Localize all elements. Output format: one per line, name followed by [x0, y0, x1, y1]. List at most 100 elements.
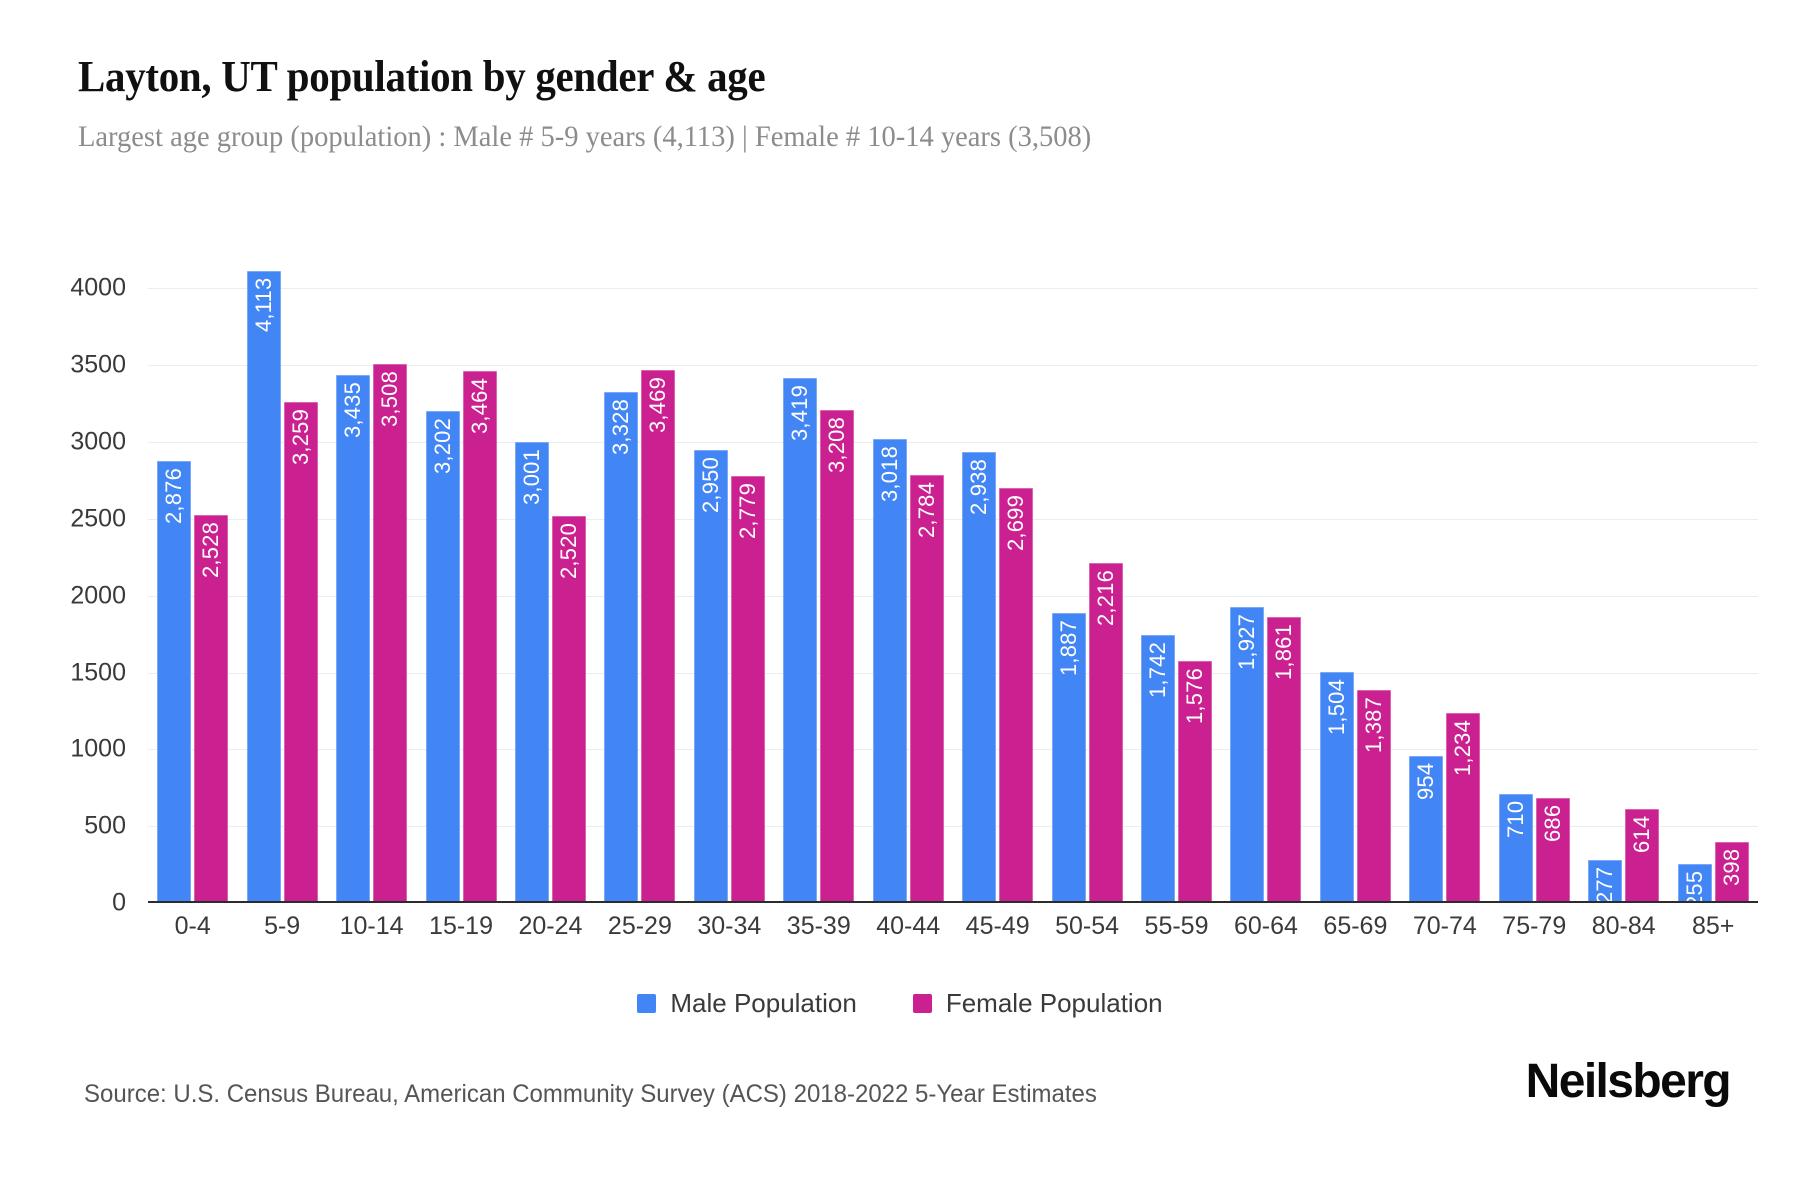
x-tick-label: 35-39 [786, 912, 851, 940]
bar-value-label: 686 [1539, 804, 1565, 842]
bar-male[interactable]: 2,876 [157, 461, 192, 903]
bar-female[interactable]: 2,528 [194, 514, 229, 903]
bar-value-label: 2,779 [734, 482, 760, 540]
legend-label: Female Population [945, 988, 1163, 1018]
legend-label: Male Population [670, 988, 857, 1018]
bar-group: 3,435 3,508 [327, 250, 416, 903]
bar-group: 255 398 [1668, 250, 1757, 908]
x-tick-label: 20-24 [518, 912, 583, 940]
bar-male[interactable]: 255 [1677, 863, 1712, 908]
bar-group: 3,202 3,464 [416, 250, 505, 903]
bar-female[interactable]: 2,520 [551, 515, 586, 903]
bar-group: 3,001 2,520 [506, 250, 595, 903]
bar-male[interactable]: 1,927 [1230, 606, 1265, 903]
bar-group: 4,113 3,259 [237, 250, 326, 903]
gridline [148, 595, 1758, 597]
bar-female[interactable]: 614 [1625, 808, 1660, 903]
bar-male[interactable]: 1,504 [1319, 671, 1354, 903]
bar-group: 954 1,234 [1400, 250, 1489, 903]
y-tick-label: 3500 [70, 350, 126, 379]
gridline [148, 749, 1758, 751]
y-tick-label: 0 [112, 888, 126, 917]
bar-male[interactable]: 3,018 [872, 439, 907, 903]
chart-legend: Male Population Female Population [0, 988, 1800, 1019]
bar-female[interactable]: 398 [1714, 841, 1749, 903]
bar-male[interactable]: 3,328 [604, 391, 639, 903]
bar-male[interactable]: 2,950 [693, 449, 728, 903]
bar-female[interactable]: 3,208 [820, 410, 855, 903]
bar-value-label: 1,742 [1145, 642, 1171, 699]
bar-value-label: 3,464 [466, 377, 492, 434]
bar-value-label: 1,234 [1450, 720, 1476, 777]
chart-header: Layton, UT population by gender & age La… [0, 0, 1800, 155]
bar-male[interactable]: 3,435 [336, 375, 371, 903]
gridline [148, 365, 1758, 367]
bar-female[interactable]: 2,779 [730, 476, 765, 903]
bar-value-label: 3,018 [876, 446, 902, 503]
bar-value-label: 398 [1718, 848, 1744, 886]
bar-male[interactable]: 2,938 [962, 451, 997, 903]
bar-male[interactable]: 1,887 [1051, 613, 1086, 903]
legend-item[interactable]: Female Population [912, 988, 1163, 1019]
x-tick-label: 70-74 [1412, 912, 1477, 940]
chart-subtitle: Largest age group (population) : Male # … [78, 119, 1092, 153]
bar-female[interactable]: 2,699 [999, 488, 1034, 903]
bar-female[interactable]: 3,464 [462, 370, 497, 903]
x-tick-label: 60-64 [1233, 912, 1298, 940]
y-tick-label: 500 [84, 811, 126, 840]
bar-value-label: 3,001 [518, 448, 544, 505]
bar-value-label: 2,784 [913, 482, 939, 539]
bar-value-label: 2,950 [697, 456, 723, 513]
neilsberg-logo: Neilsberg [1525, 1055, 1732, 1108]
bar-value-label: 710 [1502, 800, 1528, 838]
bar-group: 3,328 3,469 [595, 250, 684, 903]
bar-value-label: 3,202 [429, 417, 455, 475]
bar-value-label: 1,927 [1234, 613, 1260, 670]
bar-group: 2,938 2,699 [953, 250, 1042, 903]
x-tick-label: 5-9 [264, 912, 301, 940]
bar-female[interactable]: 2,784 [909, 475, 944, 903]
bar-group: 1,887 2,216 [1042, 250, 1131, 903]
bar-value-label: 2,528 [198, 521, 224, 578]
bar-female[interactable]: 3,508 [373, 364, 408, 903]
bar-female[interactable]: 1,576 [1178, 660, 1213, 903]
bar-female[interactable]: 686 [1535, 797, 1570, 903]
y-tick-label: 2500 [70, 504, 126, 533]
x-tick-label: 40-44 [876, 912, 941, 940]
x-tick-label: 45-49 [965, 912, 1030, 940]
bar-female[interactable]: 1,234 [1446, 713, 1481, 903]
bar-male[interactable]: 4,113 [246, 271, 281, 903]
x-tick-label: 75-79 [1502, 912, 1567, 940]
bar-female[interactable]: 3,469 [641, 370, 676, 903]
bar-female[interactable]: 1,861 [1267, 617, 1302, 903]
bar-male[interactable]: 3,419 [783, 377, 818, 903]
x-tick-label: 0-4 [174, 912, 211, 940]
bar-group: 3,419 3,208 [774, 250, 863, 903]
y-tick-label: 2000 [70, 581, 126, 610]
gridline [148, 288, 1758, 290]
bar-female[interactable]: 3,259 [283, 402, 318, 903]
bar-female[interactable]: 1,387 [1356, 689, 1391, 903]
x-tick-label: 55-59 [1144, 912, 1209, 940]
bar-group: 1,927 1,861 [1221, 250, 1310, 903]
y-tick-label: 4000 [70, 273, 126, 302]
x-axis: 0-4 5-9 10-14 15-19 20-24 25-29 30-34 35-39 40-4… [148, 912, 1758, 941]
bar-value-label: 3,469 [645, 376, 671, 433]
bar-value-label: 3,435 [340, 382, 366, 439]
bar-female[interactable]: 2,216 [1088, 562, 1123, 903]
page-title: Layton, UT population by gender & age [78, 52, 766, 101]
legend-item[interactable]: Male Population [637, 988, 857, 1019]
gridline [148, 672, 1758, 674]
bar-male[interactable]: 3,001 [514, 441, 549, 903]
source-note: Source: U.S. Census Bureau, American Com… [84, 1080, 1097, 1108]
bar-male[interactable]: 954 [1409, 756, 1444, 903]
bar-male[interactable]: 277 [1588, 860, 1623, 904]
bar-value-label: 2,938 [966, 458, 992, 515]
bar-male[interactable]: 710 [1498, 793, 1533, 903]
bar-male[interactable]: 1,742 [1141, 635, 1176, 903]
x-tick-label: 85+ [1691, 912, 1735, 940]
bar-male[interactable]: 3,202 [425, 411, 460, 903]
y-tick-label: 3000 [70, 427, 126, 456]
bar-group: 277 614 [1579, 250, 1668, 904]
y-tick-label: 1000 [70, 734, 126, 763]
